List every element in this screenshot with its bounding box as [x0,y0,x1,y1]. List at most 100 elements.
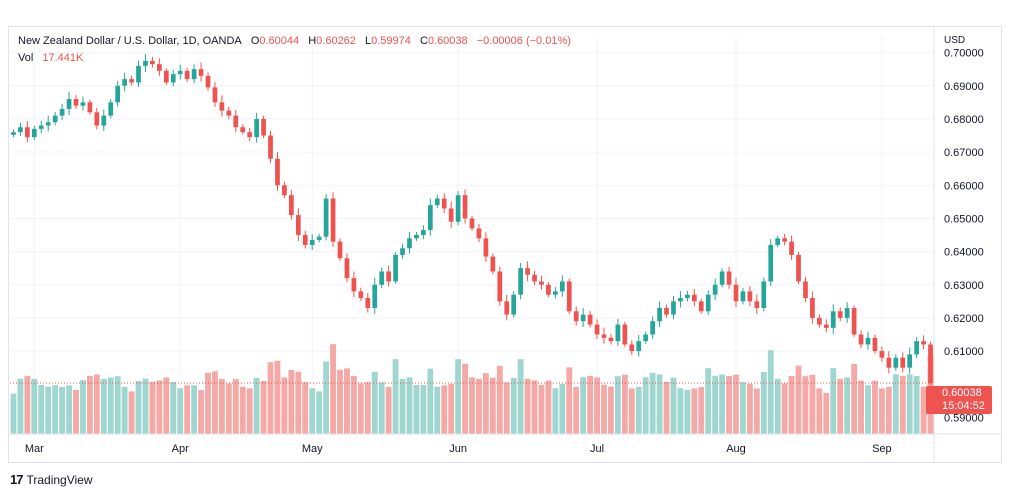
volume-legend: Vol 17.441K [18,52,83,64]
candle-body [830,311,836,328]
volume-bar [885,387,892,434]
candle-body [817,317,822,325]
volume-bar [350,376,357,434]
volume-bar [635,387,642,434]
candle-body [490,256,496,272]
volume-bar [656,374,663,434]
candle-body [309,239,315,245]
currency-label[interactable]: USD [944,35,966,46]
volume-bar [392,359,399,434]
candle-body [712,284,718,295]
candle-body [184,70,190,80]
volume-bar [823,393,830,434]
candle-body [559,281,565,292]
candle-body [386,271,391,282]
volume-bar [218,378,225,434]
volume-bar [691,388,698,434]
volume-bar [677,388,684,434]
volume-bar [559,383,566,434]
volume-bar [399,378,406,434]
volume-bar [232,379,239,434]
y-tick-label: 0.64000 [944,247,984,259]
candle-body [566,281,572,312]
x-tick-label: Jun [449,443,467,455]
candle-body [337,241,343,259]
volume-bar [496,365,503,434]
volume-bar [733,374,739,434]
candle-body [872,337,878,352]
volume-bar [413,385,420,434]
volume-bar [38,385,45,434]
volume-bar [872,380,878,434]
candle-body [705,294,711,312]
candle-body [497,271,503,302]
candle-body [198,69,204,76]
y-tick-label: 0.61000 [944,346,984,358]
tradingview-name: TradingView [26,473,93,487]
candle-body [719,271,725,285]
volume-bar [337,369,343,434]
volume-bar [837,378,844,434]
candle-body [580,314,586,322]
volume-bar [517,359,524,434]
volume-bar [566,367,573,434]
volume-bar [128,391,135,434]
candle-body [886,357,892,368]
candle-body [573,311,579,322]
volume-bar [844,377,851,434]
volume-bar [267,362,274,434]
candle-body [789,241,794,255]
volume-bar [378,382,385,434]
volume-bar [86,375,93,434]
candle-body [38,125,44,129]
volume-bar [170,382,177,434]
candle-body [594,324,600,335]
candle-body [129,79,134,83]
volume-bar [802,376,809,434]
candle-body [150,60,155,65]
candle-body [671,301,676,315]
candle-body [796,254,801,282]
candle-body [664,307,669,315]
y-tick-label: 0.69000 [944,81,984,93]
volume-label[interactable]: Vol [18,52,34,64]
candle-body [115,85,121,103]
chart-svg[interactable]: 0.70000 0.69000 0.68000 0.67000 0.66000 0.650… [8,26,1002,463]
volume-bar [913,376,920,434]
candle-body [226,110,232,116]
candle-body [344,258,350,279]
axes: 0.70000 0.69000 0.68000 0.67000 0.66000 0.650… [8,26,1002,463]
volume-bar [93,374,100,434]
candle-body [803,281,808,299]
candle-body [601,334,607,338]
volume-bar [601,385,607,434]
symbol-title[interactable]: New Zealand Dollar / U.S. Dollar, 1D, OA… [18,35,242,47]
bar-countdown: 15:04:52 [942,400,985,412]
volume-bar [100,379,107,434]
candle-body [782,238,787,242]
candle-body [45,122,51,126]
close-label: C [419,35,428,47]
candle-body [747,291,753,302]
x-tick-label: Mar [25,443,44,455]
volume-bar [740,382,746,434]
candle-body [330,198,336,242]
volume-bar [649,372,656,434]
candle-body [685,294,690,299]
close-value: 0.60038 [427,35,468,47]
candle-body [643,334,649,342]
candle-body [31,128,37,138]
candle-body [511,294,517,315]
candle-body [316,236,322,240]
candle-body [407,238,412,249]
change-value: −0.00006 (−0.01%) [476,35,571,47]
candle-body [191,69,197,80]
candle-body [525,268,530,275]
candle-body [11,132,16,135]
volume-bar [274,360,281,434]
tradingview-logo[interactable]: 17 TradingView [10,472,93,488]
volume-bar [59,386,66,434]
volume-bar [608,386,614,434]
candle-body [837,311,843,318]
x-tick-label: May [302,443,323,455]
